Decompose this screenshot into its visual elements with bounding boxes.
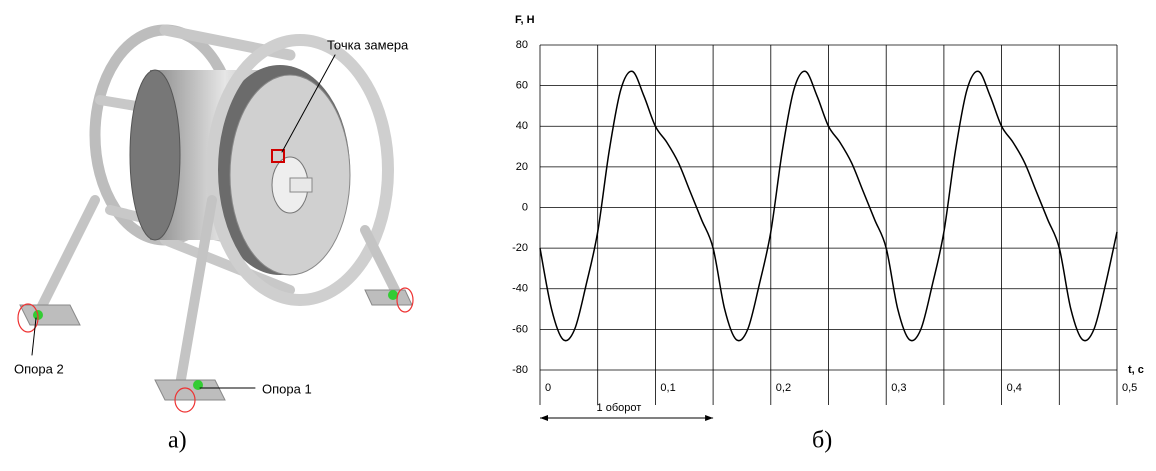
x-tick-label: 0,4 (1007, 382, 1022, 394)
x-tick-label: 0,5 (1122, 382, 1137, 394)
y-tick-label: 0 (522, 201, 528, 213)
x-tick-label: 0 (545, 382, 551, 394)
y-tick-label: -20 (512, 242, 528, 254)
y-tick-label: 80 (516, 39, 528, 51)
annotation-label: 1 оборот (597, 402, 642, 414)
x-axis-label: t, c (1128, 364, 1144, 376)
y-tick-label: 60 (516, 80, 528, 92)
caption: б) (812, 428, 832, 454)
y-tick-label: -60 (512, 323, 528, 335)
x-tick-label: 0,1 (660, 382, 675, 394)
y-tick-label: -40 (512, 283, 528, 295)
y-tick-label: 40 (516, 120, 528, 132)
x-tick-label: 0,3 (891, 382, 906, 394)
label: Точка замера (327, 37, 409, 52)
label: Опора 1 (262, 381, 312, 396)
label: Опора 2 (14, 361, 64, 376)
model-drawing (18, 30, 413, 412)
y-axis-label: F, H (515, 14, 535, 26)
y-tick-label: 20 (516, 161, 528, 173)
y-tick-label: -80 (512, 364, 528, 376)
caption: а) (168, 428, 187, 454)
figure: Точка замера Опора 2 Опора 1 а) б) F, H … (0, 0, 1156, 466)
x-tick-label: 0,2 (776, 382, 791, 394)
